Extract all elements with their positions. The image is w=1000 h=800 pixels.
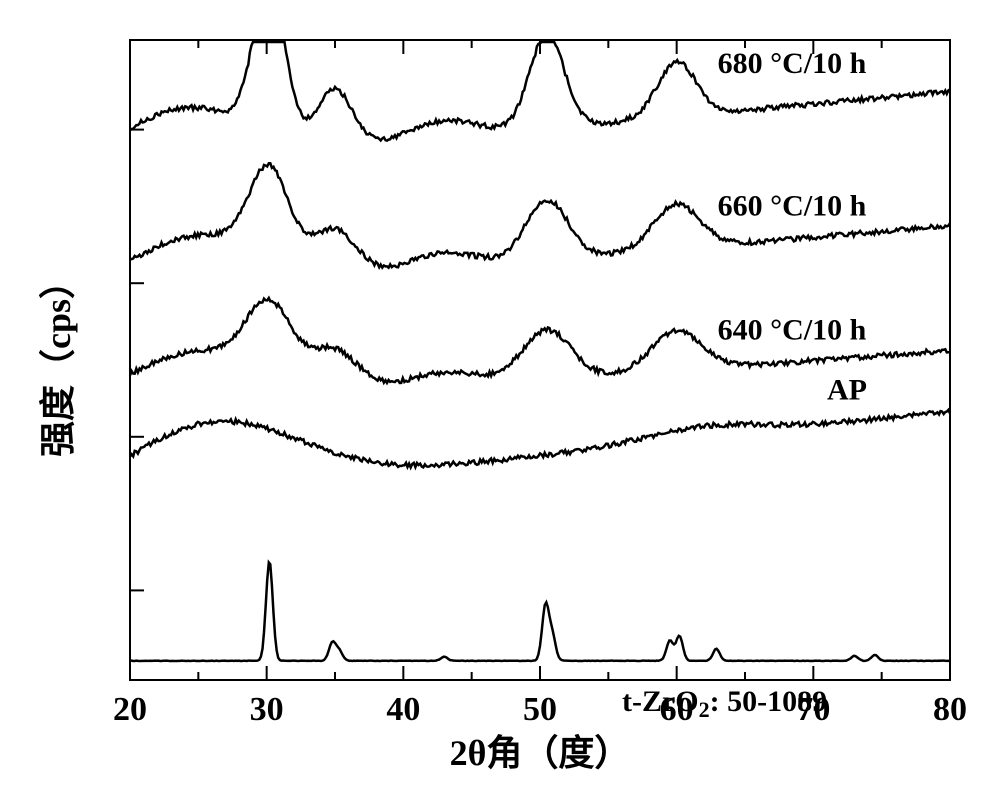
x-axis-title: 2θ角（度） [450, 733, 631, 773]
xrd-chart: 203040506070802θ角（度）强度（cps）680 °C/10 h66… [0, 0, 1000, 800]
series-label: t-ZrO2: 50-1089 [622, 685, 827, 722]
series-label: 660 °C/10 h [718, 190, 867, 223]
xrd-series-line [130, 410, 950, 468]
x-tick-label: 80 [933, 691, 967, 728]
series-label: AP [827, 374, 867, 407]
series-label: 640 °C/10 h [718, 314, 867, 347]
x-tick-label: 20 [113, 691, 147, 728]
x-tick-label: 40 [386, 691, 420, 728]
y-axis-title: 强度（cps） [38, 263, 78, 457]
series-label: 680 °C/10 h [718, 47, 867, 80]
xrd-series-line [130, 563, 950, 662]
x-tick-label: 30 [250, 691, 284, 728]
x-tick-label: 50 [523, 691, 557, 728]
chart-svg: 203040506070802θ角（度）强度（cps）680 °C/10 h66… [0, 0, 1000, 800]
